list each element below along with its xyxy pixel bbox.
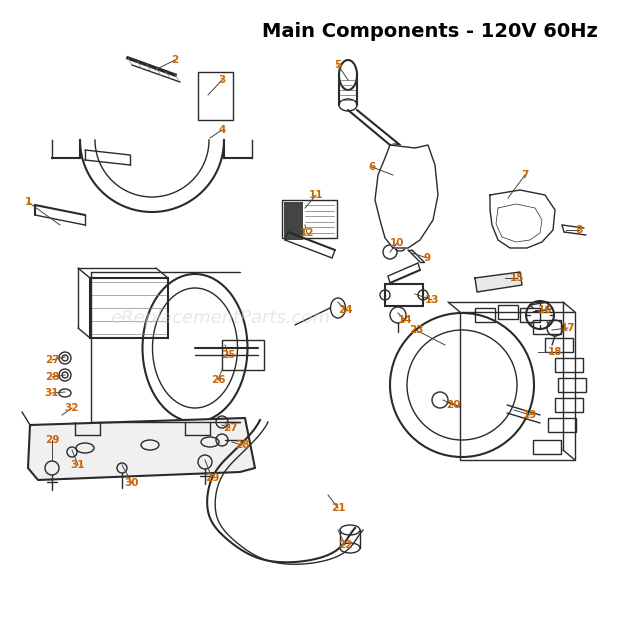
Bar: [385, 284, 423, 306]
Text: 2: 2: [171, 55, 179, 65]
Text: 13: 13: [425, 295, 439, 305]
Text: 28: 28: [235, 440, 249, 450]
Text: 5: 5: [334, 60, 342, 70]
Text: 32: 32: [64, 403, 79, 413]
Text: 18: 18: [547, 347, 562, 357]
Bar: [555, 358, 583, 372]
Bar: [475, 308, 495, 322]
Text: 28: 28: [45, 372, 60, 382]
Bar: [282, 200, 337, 238]
Bar: [520, 308, 540, 322]
Text: 31: 31: [45, 388, 60, 398]
Bar: [198, 72, 233, 120]
Text: 31: 31: [71, 460, 86, 470]
Text: 14: 14: [397, 315, 412, 325]
Text: 9: 9: [423, 253, 430, 263]
Text: 3: 3: [218, 75, 226, 85]
Text: 23: 23: [409, 325, 423, 335]
Text: 8: 8: [575, 225, 583, 235]
Bar: [533, 320, 561, 334]
Bar: [533, 440, 561, 454]
Text: Main Components - 120V 60Hz: Main Components - 120V 60Hz: [262, 22, 598, 41]
Text: 22: 22: [338, 540, 352, 550]
Text: 20: 20: [446, 400, 460, 410]
Polygon shape: [375, 145, 438, 248]
Bar: [460, 312, 575, 460]
Text: 27: 27: [223, 423, 237, 433]
Bar: [222, 340, 264, 370]
Text: 25: 25: [221, 350, 235, 360]
Text: eReplacementParts.com: eReplacementParts.com: [110, 309, 330, 327]
Text: 4: 4: [218, 125, 226, 135]
Text: 29: 29: [45, 435, 59, 445]
Text: 17: 17: [560, 323, 575, 333]
Text: 7: 7: [521, 170, 529, 180]
Bar: [558, 378, 586, 392]
Bar: [555, 398, 583, 412]
Bar: [545, 338, 573, 352]
Text: 6: 6: [368, 162, 376, 172]
Text: 19: 19: [523, 410, 537, 420]
Text: 24: 24: [338, 305, 352, 315]
Text: 12: 12: [299, 228, 314, 238]
Polygon shape: [490, 190, 555, 248]
Text: 10: 10: [390, 238, 404, 248]
Bar: [548, 418, 576, 432]
Text: 26: 26: [211, 375, 225, 385]
Text: 30: 30: [125, 478, 140, 488]
Polygon shape: [475, 272, 522, 292]
Text: 11: 11: [309, 190, 323, 200]
Polygon shape: [28, 418, 255, 480]
Text: 1: 1: [24, 197, 32, 207]
Bar: [498, 305, 518, 319]
Text: 27: 27: [45, 355, 60, 365]
Text: 21: 21: [330, 503, 345, 513]
Text: 16: 16: [538, 305, 552, 315]
Bar: [90, 278, 168, 338]
Bar: [284, 202, 303, 240]
Text: 15: 15: [510, 273, 525, 283]
Text: 29: 29: [205, 473, 219, 483]
